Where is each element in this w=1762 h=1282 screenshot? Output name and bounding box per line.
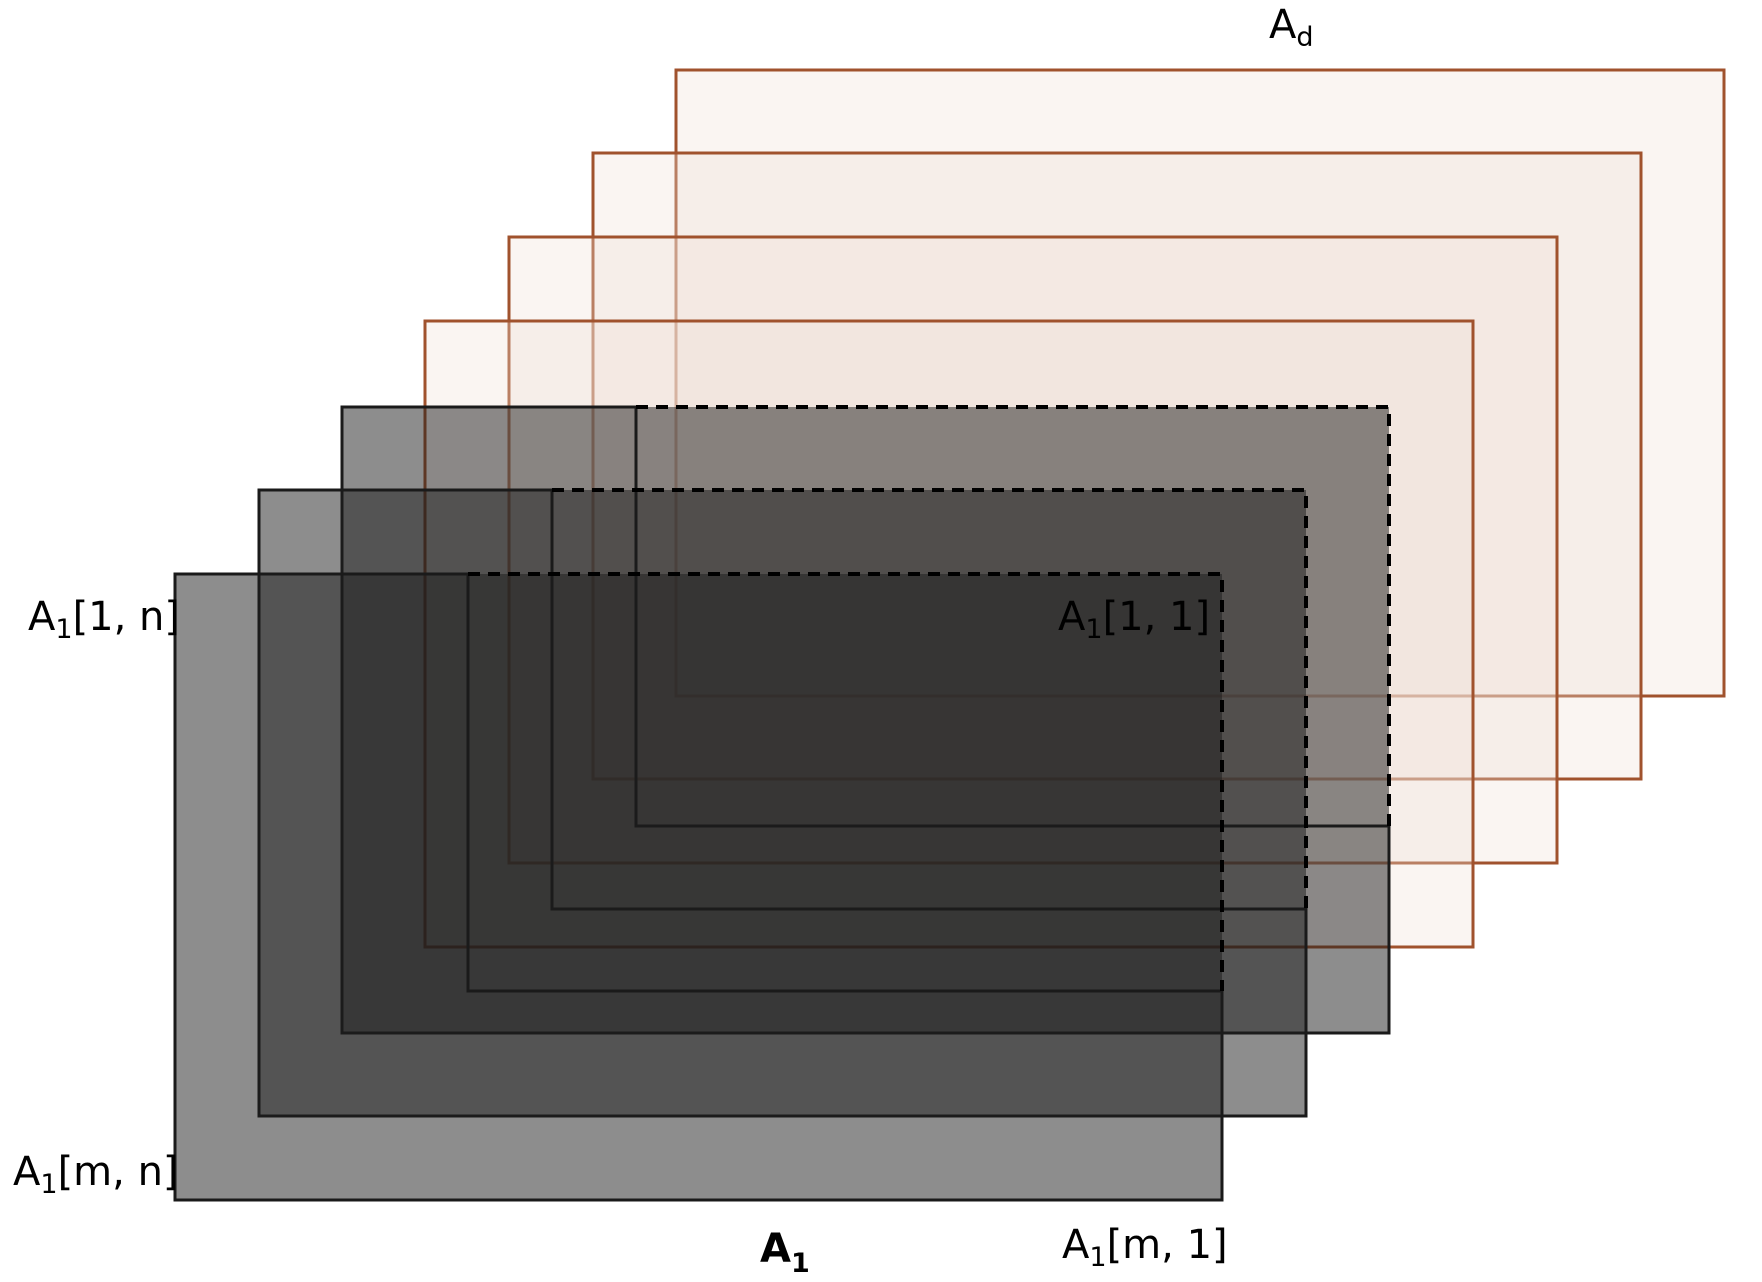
label-a1-1-1: A1[1, 1]: [1058, 594, 1210, 645]
label-a1-m-n: A1[m, n]: [13, 1149, 179, 1200]
layer-a1: [173, 572, 1224, 1202]
layer-a1-fill: [175, 574, 1222, 1200]
label-ad: Ad: [1269, 2, 1314, 53]
label-a1-1-n: A1[1, n]: [28, 594, 180, 645]
label-a1: A1: [760, 1226, 810, 1279]
layer-front-2-hidden-edge: [552, 488, 1308, 909]
layer-a1-hidden-edge: [468, 572, 1224, 991]
label-a1-m-1: A1[m, 1]: [1062, 1222, 1228, 1273]
front-layers: [173, 405, 1391, 1202]
labels: Ad A1[1, n] A1[1, 1] A1[m, n] A1[m, 1] A…: [13, 2, 1314, 1279]
layer-a1-visible-edge: [173, 572, 1224, 1202]
layer-front-3-hidden-edge: [636, 405, 1391, 826]
